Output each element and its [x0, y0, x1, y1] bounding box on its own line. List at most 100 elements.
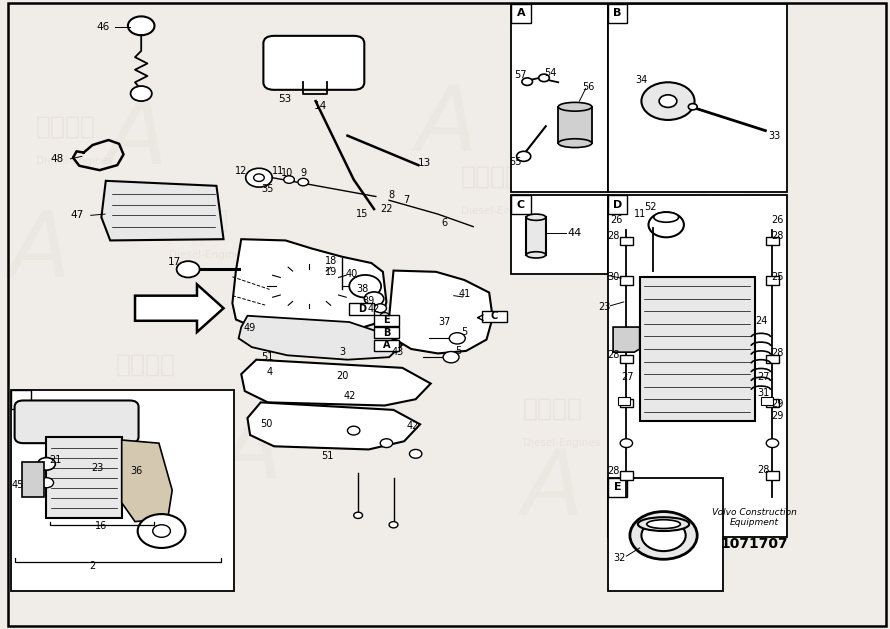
- Text: 29: 29: [772, 411, 784, 421]
- Circle shape: [246, 169, 272, 187]
- Text: 57: 57: [514, 70, 526, 80]
- Polygon shape: [241, 360, 431, 406]
- Text: 52: 52: [644, 201, 657, 211]
- Bar: [21, 462, 44, 496]
- Bar: [608, 4, 788, 192]
- Text: 11: 11: [634, 209, 646, 219]
- Text: 28: 28: [772, 231, 784, 241]
- FancyBboxPatch shape: [263, 36, 364, 90]
- Text: 27: 27: [621, 372, 634, 382]
- Bar: [526, 217, 546, 255]
- Text: 45: 45: [11, 480, 23, 490]
- Text: 37: 37: [439, 317, 451, 327]
- Circle shape: [128, 16, 155, 35]
- Text: 46: 46: [96, 22, 109, 32]
- Text: D: D: [613, 199, 622, 209]
- Polygon shape: [135, 284, 223, 332]
- Bar: [766, 355, 779, 364]
- Text: A: A: [522, 446, 584, 534]
- Text: 54: 54: [544, 68, 556, 78]
- Text: 49: 49: [244, 323, 256, 333]
- Text: 55: 55: [509, 157, 522, 167]
- Text: A: A: [416, 82, 478, 170]
- Circle shape: [176, 261, 199, 277]
- Text: 23: 23: [598, 302, 611, 312]
- Text: Diesel-Engines: Diesel-Engines: [523, 438, 601, 448]
- Circle shape: [374, 304, 386, 313]
- Bar: [620, 237, 633, 245]
- Text: Diesel-Engines: Diesel-Engines: [169, 250, 247, 260]
- Bar: [374, 327, 399, 338]
- Bar: [511, 195, 608, 274]
- Text: 53: 53: [278, 94, 291, 104]
- Text: 28: 28: [772, 348, 784, 359]
- Text: 紫发动力: 紫发动力: [116, 353, 175, 377]
- Text: 43: 43: [392, 347, 404, 357]
- Text: 紫发动力: 紫发动力: [611, 259, 671, 282]
- Bar: [620, 276, 633, 285]
- Ellipse shape: [654, 212, 678, 222]
- Bar: [511, 4, 530, 23]
- Bar: [11, 390, 30, 409]
- Text: 31: 31: [757, 388, 770, 398]
- Text: 24: 24: [756, 316, 768, 326]
- Circle shape: [409, 450, 422, 458]
- Text: 4: 4: [266, 367, 272, 377]
- Text: 33: 33: [768, 131, 781, 141]
- Polygon shape: [613, 327, 640, 352]
- Circle shape: [364, 292, 384, 306]
- Text: 30: 30: [607, 272, 619, 282]
- Bar: [620, 399, 633, 408]
- Ellipse shape: [647, 520, 680, 528]
- Circle shape: [522, 78, 532, 86]
- Text: A: A: [221, 409, 283, 496]
- Circle shape: [659, 95, 676, 108]
- Text: 22: 22: [380, 204, 392, 214]
- Text: Diesel-Engines: Diesel-Engines: [461, 206, 538, 216]
- Text: 13: 13: [418, 158, 431, 167]
- Circle shape: [284, 175, 295, 183]
- Circle shape: [766, 439, 779, 448]
- Circle shape: [347, 426, 360, 435]
- Ellipse shape: [526, 252, 546, 258]
- Text: 紫发动力: 紫发动力: [169, 208, 229, 232]
- Circle shape: [380, 439, 392, 448]
- Polygon shape: [389, 270, 493, 353]
- Text: 14: 14: [313, 101, 327, 111]
- Text: 51: 51: [262, 352, 274, 362]
- Circle shape: [649, 212, 684, 237]
- Circle shape: [389, 521, 398, 528]
- Text: D: D: [358, 304, 366, 314]
- Bar: [11, 390, 234, 591]
- Bar: [766, 237, 779, 245]
- Text: 29: 29: [772, 399, 784, 409]
- Text: 1071707: 1071707: [721, 537, 789, 550]
- Circle shape: [39, 477, 53, 487]
- Ellipse shape: [638, 517, 689, 531]
- Text: 42: 42: [343, 391, 355, 401]
- Text: Volvo Construction: Volvo Construction: [712, 508, 797, 516]
- Text: 51: 51: [321, 451, 334, 460]
- Text: 7: 7: [404, 195, 410, 205]
- Text: 23: 23: [91, 464, 103, 473]
- Bar: [608, 195, 627, 214]
- Text: 15: 15: [355, 209, 368, 219]
- Text: 47: 47: [71, 210, 84, 220]
- Text: B: B: [383, 328, 390, 338]
- Text: 32: 32: [613, 553, 626, 563]
- Circle shape: [131, 86, 152, 101]
- Circle shape: [688, 104, 697, 110]
- Text: 28: 28: [757, 465, 770, 475]
- Polygon shape: [247, 403, 420, 450]
- Text: 紫发动力: 紫发动力: [257, 397, 317, 421]
- Text: 44: 44: [568, 228, 582, 238]
- Text: E: E: [383, 315, 390, 325]
- Bar: [349, 303, 374, 314]
- Circle shape: [254, 174, 264, 181]
- Text: 28: 28: [607, 466, 619, 476]
- Circle shape: [349, 275, 381, 298]
- Bar: [620, 470, 633, 479]
- Circle shape: [443, 352, 459, 363]
- Circle shape: [642, 82, 694, 120]
- Text: 41: 41: [458, 289, 471, 299]
